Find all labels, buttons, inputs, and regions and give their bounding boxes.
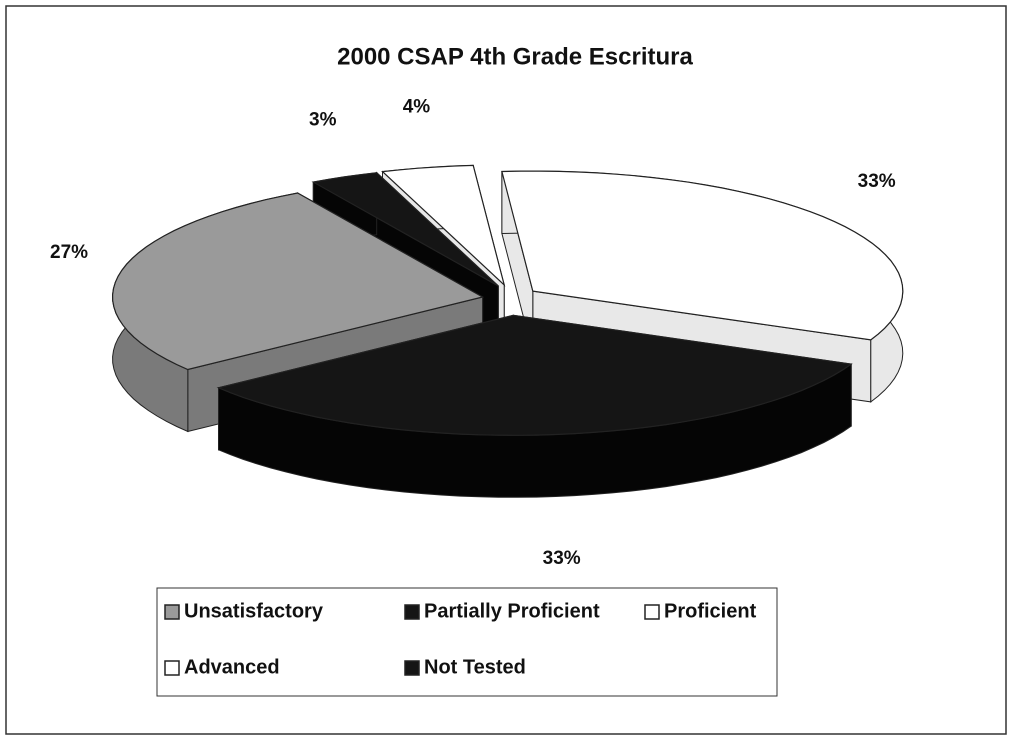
data-label: 27% [50, 242, 88, 263]
legend-label: Proficient [664, 600, 757, 622]
slice [216, 314, 853, 436]
legend-label: Partially Proficient [424, 600, 600, 622]
legend-swatch [404, 604, 420, 620]
data-label: 33% [543, 548, 581, 569]
data-label: 4% [403, 97, 431, 118]
slice [111, 192, 485, 371]
pie: 4% 3% 33% 27% 33% [50, 97, 904, 569]
data-label: 33% [858, 171, 896, 192]
legend-label: Not Tested [424, 656, 526, 678]
legend: Unsatisfactory Partially Proficient Profic… [164, 600, 757, 678]
data-label: 3% [309, 110, 337, 131]
legend-box [156, 587, 778, 697]
legend-label: Unsatisfactory [184, 600, 324, 622]
legend-swatch [164, 660, 180, 676]
legend-swatch [164, 604, 180, 620]
slice [311, 172, 499, 287]
chart-title: 2000 CSAP 4th Grade Escritura [337, 43, 693, 70]
slice [501, 170, 904, 341]
legend-label: Advanced [184, 656, 280, 678]
legend-swatch [404, 660, 420, 676]
slice [381, 164, 506, 287]
legend-swatch [644, 604, 660, 620]
